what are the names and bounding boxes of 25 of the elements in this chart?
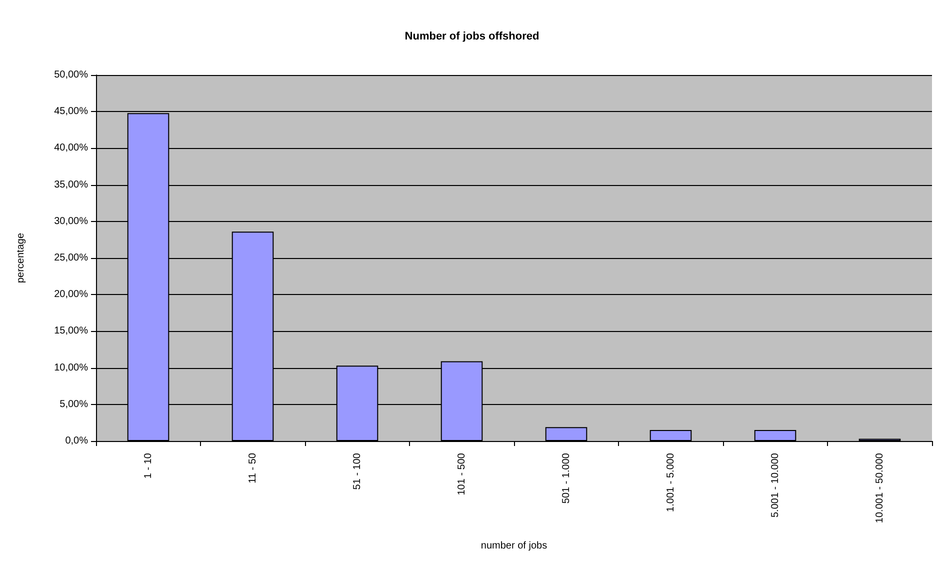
bar	[754, 430, 796, 441]
y-axis-title: percentage	[16, 232, 26, 284]
chart-title: Number of jobs offshored	[404, 30, 540, 42]
x-axis-title: number of jobs	[480, 540, 548, 552]
x-tick-label: 51 - 100	[352, 452, 363, 490]
y-tick-label: 40,00%	[54, 142, 88, 154]
y-tick-label: 50,00%	[54, 70, 88, 80]
x-tick-label: 1 - 10	[142, 452, 154, 479]
x-tick-label: 101 - 500	[456, 452, 468, 496]
bar	[545, 427, 588, 441]
x-tick-label: 1.001 - 5.000	[665, 452, 676, 512]
y-tick-label: 45,00%	[54, 106, 88, 118]
y-tick-label: 5,00%	[60, 398, 88, 410]
x-tick-label: 501 - 1.000	[560, 452, 572, 504]
y-tick-label: 10,00%	[54, 362, 88, 374]
y-tick-label: 20,00%	[54, 289, 88, 300]
y-tick-label: 0,0%	[65, 436, 88, 446]
y-tick-label: 25,00%	[54, 252, 88, 264]
x-tick-label: 10.001 - 50.000	[874, 452, 886, 524]
y-tick-label: 15,00%	[54, 326, 88, 337]
y-tick-label: 35,00%	[54, 179, 88, 190]
x-tick-label: 11 - 50	[247, 452, 258, 484]
bar	[650, 430, 692, 441]
y-tick-label: 30,00%	[54, 216, 88, 227]
x-tick-label: 5.001 - 10.000	[770, 452, 781, 518]
